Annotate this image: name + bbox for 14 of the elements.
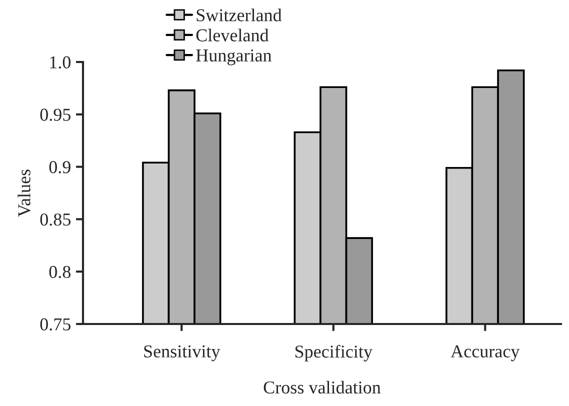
x-tick-label: Sensitivity <box>144 345 220 362</box>
y-tick-label: 0.85 <box>40 213 70 226</box>
y-axis-title: Values <box>18 170 30 217</box>
y-tick-label: 0.8 <box>49 266 71 278</box>
x-axis-title: Cross validation <box>264 380 381 394</box>
y-tick-label: 0.9 <box>49 161 70 174</box>
y-tick-label: 0.95 <box>40 108 70 121</box>
x-tick-label: Accuracy <box>450 345 520 362</box>
legend-label: Cleveland <box>196 28 269 42</box>
y-tick-label: 0.75 <box>40 318 70 331</box>
y-tick-label: 1.0 <box>50 56 71 69</box>
legend-label: Hungarian <box>196 49 272 66</box>
x-tick-label: Specificity <box>295 344 372 362</box>
legend-label: Switzerland <box>196 8 282 22</box>
